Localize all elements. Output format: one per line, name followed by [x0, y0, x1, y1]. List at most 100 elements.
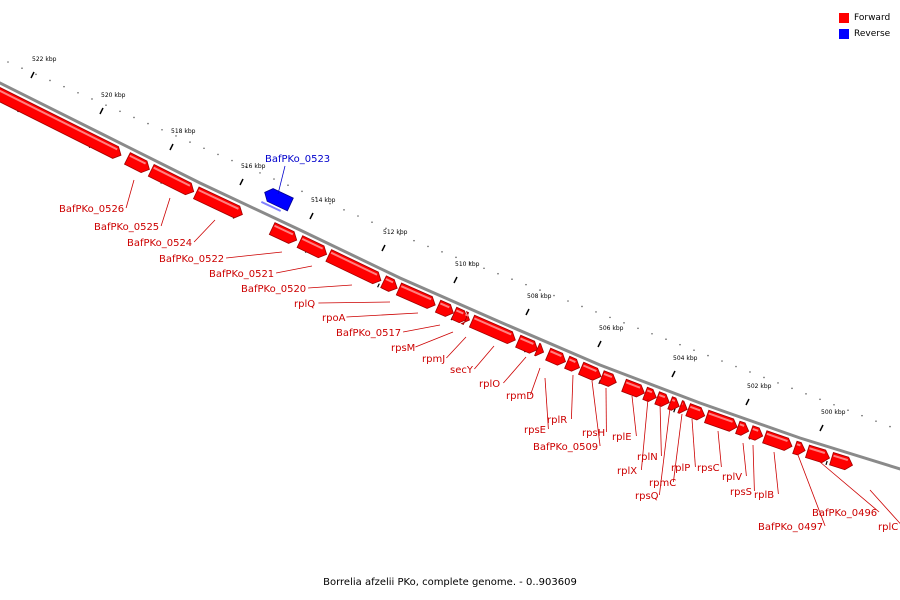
scale-tick — [30, 71, 35, 79]
leader-line — [346, 312, 419, 318]
scale-dot — [273, 178, 275, 180]
leader-line — [641, 398, 649, 471]
scale-tick-label: 500 kbp — [821, 409, 846, 416]
scale-dot — [287, 184, 289, 186]
gene-shade — [689, 405, 701, 412]
gene-label-rpmC: rpmC — [649, 478, 676, 489]
gene-label-rplX: rplX — [617, 466, 637, 477]
scale-dot — [91, 98, 93, 100]
gene-label-BafPKo_0496: BafPKo_0496 — [812, 508, 877, 519]
scale-dot — [595, 311, 597, 313]
scale-tick — [453, 276, 458, 284]
gene-label-rpmD: rpmD — [506, 391, 534, 402]
gene-label-BafPKo_0517: BafPKo_0517 — [336, 328, 401, 339]
gene-label-BafPKo_0522: BafPKo_0522 — [159, 254, 224, 265]
leader-line — [797, 454, 826, 527]
gene-shade — [603, 373, 613, 378]
gene-block-rplQ — [380, 275, 398, 292]
scale-tick-label: 520 kbp — [101, 92, 126, 99]
gene-shade — [439, 302, 450, 309]
scale-dot — [749, 371, 751, 373]
gene-label-rplQ: rplQ — [294, 299, 315, 310]
scale-tick-label: 514 kbp — [311, 197, 336, 204]
gene-label-rpsM: rpsM — [391, 343, 415, 354]
scale-dot — [245, 165, 247, 168]
leader-line — [659, 402, 662, 457]
scale-dot — [889, 425, 891, 428]
scale-dot — [329, 202, 331, 205]
gene-block-rplO — [515, 334, 538, 354]
gene-label-secY: secY — [450, 365, 474, 376]
scale-dot — [371, 221, 373, 223]
gene-label-rpmJ: rpmJ — [422, 354, 445, 365]
gene-block-rpsQ — [667, 396, 680, 411]
scale-dot — [679, 343, 681, 346]
scale-dot — [161, 128, 163, 131]
gene-label-BafPKo_0523: BafPKo_0523 — [265, 154, 330, 165]
scale-dot — [357, 215, 359, 217]
scale-dot — [133, 116, 135, 119]
leader-line — [819, 461, 880, 513]
gene-block-BafPKo_0496 — [804, 444, 831, 464]
gene-label-rpsE: rpsE — [524, 425, 546, 436]
legend: Forward Reverse — [839, 10, 899, 42]
gene-block-rpsH — [598, 370, 617, 387]
scale-dot — [875, 420, 877, 422]
scale-tick — [309, 212, 314, 220]
gene-label-BafPKo_0520: BafPKo_0520 — [241, 284, 306, 295]
scale-tick-label: 518 kbp — [171, 128, 196, 135]
scale-dot — [315, 196, 317, 199]
leader-line — [277, 165, 286, 195]
scale-dot — [217, 153, 219, 156]
scale-layer: 500 kbp 502 kbp 504 kbp 506 kbp 508 kbp 510 k… — [7, 56, 891, 432]
scale-dot — [497, 272, 499, 275]
gene-shade — [658, 394, 666, 399]
scale-dot — [581, 305, 583, 308]
gene-block-BafPKo_0526 — [123, 152, 150, 174]
gene-shade — [0, 89, 118, 151]
scale-dot — [707, 354, 709, 357]
gene-label-rpoA: rpoA — [322, 313, 346, 324]
scale-dot — [441, 251, 443, 253]
gene-shade — [671, 399, 676, 402]
scale-dot — [511, 278, 513, 280]
scale-dot — [119, 110, 121, 113]
leader-line — [403, 324, 441, 333]
scale-dot — [105, 104, 107, 106]
scale-dot — [49, 79, 51, 82]
gene-block-secY — [468, 314, 516, 345]
gene-shade — [129, 154, 147, 165]
track-tick — [825, 460, 828, 466]
gene-label-BafPKo_0497: BafPKo_0497 — [758, 522, 823, 533]
gene-shade — [752, 427, 759, 432]
scale-dot — [63, 85, 65, 88]
scale-dot — [665, 338, 667, 341]
leader-line — [446, 336, 467, 359]
scale-dot — [567, 300, 569, 302]
gene-shade — [464, 313, 469, 317]
leader-line — [631, 395, 637, 437]
scale-dot — [385, 227, 387, 230]
scale-dot — [301, 190, 303, 193]
reverse-swatch — [839, 28, 849, 39]
gene-block-BafPKo_0525 — [147, 163, 195, 196]
gene-shade — [520, 337, 534, 345]
forward-swatch — [839, 12, 849, 23]
leader-line — [125, 179, 135, 209]
scale-dot — [399, 233, 401, 236]
scale-dot — [651, 332, 653, 335]
gene-label-rpsH: rpsH — [582, 428, 605, 439]
scale-dot — [77, 92, 79, 94]
leader-line — [415, 331, 454, 348]
gene-label-BafPKo_0526: BafPKo_0526 — [59, 204, 124, 215]
backbone-line — [0, 81, 900, 471]
gene-label-BafPKo_0525: BafPKo_0525 — [94, 222, 159, 233]
scale-dot — [203, 147, 205, 150]
scale-dot — [847, 409, 849, 412]
gene-shade — [473, 317, 512, 336]
leader-line — [742, 442, 747, 477]
gene-block-rplC — [829, 452, 854, 471]
gene-block-BafPKo_0497 — [792, 440, 806, 456]
scale-tick-label: 502 kbp — [747, 383, 772, 390]
gene-shade — [385, 278, 394, 284]
